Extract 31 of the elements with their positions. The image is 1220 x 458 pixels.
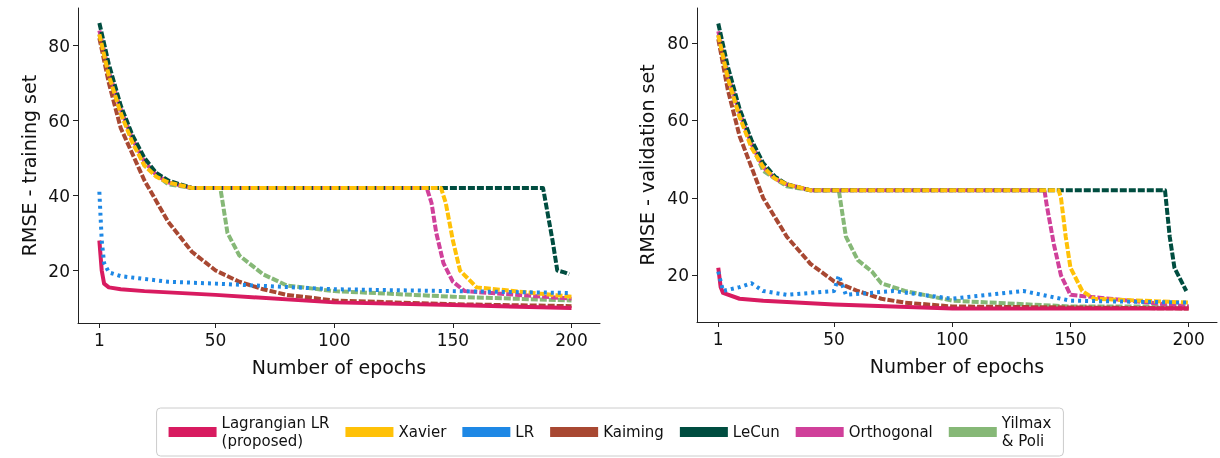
line-series <box>97 238 574 310</box>
y-tick-label: 20 <box>48 260 70 281</box>
legend-label: Orthogonal <box>848 423 933 441</box>
y-tick-label: 60 <box>48 110 70 131</box>
y-axis-title: RMSE - training set <box>17 74 40 257</box>
y-tick-label: 60 <box>667 110 689 131</box>
x-tick-label: 100 <box>318 329 351 350</box>
y-axis-title: RMSE - validation set <box>635 64 658 266</box>
legend-label: Kaiming <box>603 423 664 441</box>
y-tick-label: 80 <box>667 32 689 53</box>
x-tick-label: 50 <box>204 329 227 350</box>
legend-label: Yilmax & Poli <box>1000 414 1052 450</box>
y-tick-label: 20 <box>667 265 689 286</box>
x-tick-label: 150 <box>1054 328 1087 349</box>
legend-label: Xavier <box>398 423 448 441</box>
x-tick-label: 100 <box>936 328 969 349</box>
legend-label: Lagrangian LR (proposed) <box>221 414 330 450</box>
legend-label: LR <box>515 423 535 441</box>
x-tick-label: 50 <box>823 328 845 349</box>
x-tick-label: 200 <box>1172 328 1205 349</box>
y-tick-label: 80 <box>48 35 70 56</box>
legend-label: LeCun <box>732 423 780 441</box>
x-tick-label: 1 <box>712 328 724 349</box>
x-tick-label: 150 <box>436 329 470 350</box>
x-tick-label: 1 <box>93 329 105 350</box>
y-tick-label: 40 <box>667 187 689 208</box>
y-tick-label: 40 <box>48 185 70 206</box>
x-tick-label: 200 <box>555 329 588 350</box>
x-axis-title: Number of epochs <box>869 354 1045 377</box>
x-axis-title: Number of epochs <box>251 355 427 378</box>
line-series <box>716 265 1191 311</box>
